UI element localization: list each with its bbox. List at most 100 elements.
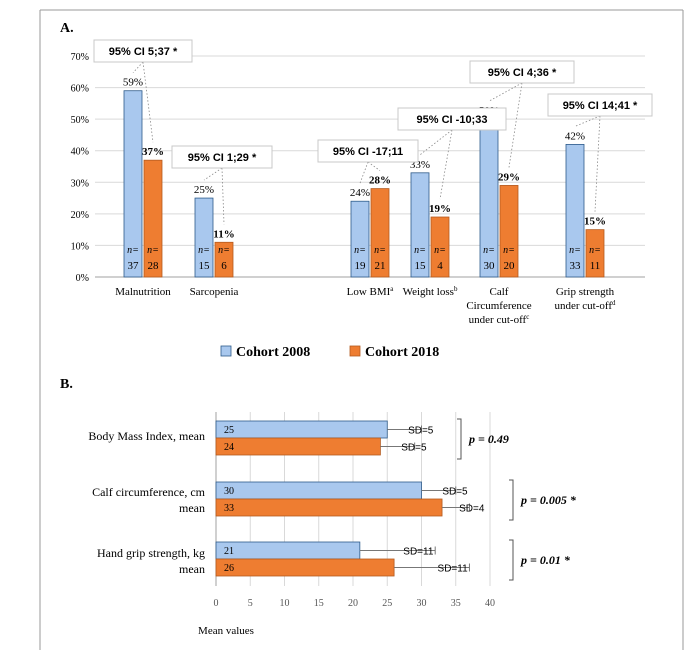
p-value-label: p = 0.005 * bbox=[520, 493, 577, 507]
hbar-cohort-2018 bbox=[215, 558, 395, 577]
n-prefix-label: n= bbox=[127, 245, 139, 256]
value-label-2008: 24% bbox=[350, 187, 370, 199]
n-count-label: 21 bbox=[375, 260, 386, 272]
y-tick-label: 60% bbox=[71, 84, 89, 95]
x-tick-label: 0 bbox=[214, 598, 219, 609]
legend-label-2018: Cohort 2018 bbox=[365, 345, 439, 360]
n-prefix-label: n= bbox=[569, 245, 581, 256]
ci-callout-text: 95% CI 5;37 * bbox=[109, 46, 178, 58]
category-label: Calf bbox=[490, 286, 509, 298]
p-value-label: p = 0.49 bbox=[468, 432, 509, 446]
n-prefix-label: n= bbox=[434, 245, 446, 256]
legend-label-2008: Cohort 2008 bbox=[236, 345, 310, 360]
x-tick-label: 30 bbox=[417, 598, 427, 609]
legend-swatch-2008 bbox=[220, 345, 232, 357]
bar-cohort-2018 bbox=[214, 241, 234, 278]
x-tick-label: 40 bbox=[485, 598, 495, 609]
ci-leader-line bbox=[359, 161, 369, 184]
ci-leader-line bbox=[488, 82, 523, 102]
x-tick-label: 15 bbox=[314, 598, 324, 609]
bar-cohort-2008 bbox=[123, 90, 143, 278]
category-superscript: d bbox=[612, 299, 616, 307]
bar-cohort-2008 bbox=[410, 172, 430, 278]
ci-callout-box bbox=[469, 60, 575, 84]
y-tick-label: 70% bbox=[71, 52, 89, 63]
n-count-label: 15 bbox=[415, 260, 427, 272]
n-count-label: 19 bbox=[355, 260, 367, 272]
p-value-bracket bbox=[457, 418, 462, 460]
x-axis-label: Mean values bbox=[198, 625, 254, 637]
value-label-2018: 28% bbox=[369, 175, 391, 187]
bar-cohort-2018 bbox=[143, 159, 163, 278]
ci-callout-box bbox=[317, 139, 419, 163]
p-value-bracket bbox=[509, 539, 514, 581]
y-tick-label: 0% bbox=[76, 273, 89, 284]
hbar-cohort-2008 bbox=[215, 481, 422, 500]
ci-callout-text: 95% CI 4;36 * bbox=[488, 67, 557, 79]
n-prefix-label: n= bbox=[218, 245, 230, 256]
ci-callout-box bbox=[171, 145, 273, 169]
hbar-cohort-2008 bbox=[215, 420, 388, 439]
panel-b-chart: 0 5 10 15 20 25 30 35 40 Mean values Body Mass Ind… bbox=[88, 412, 577, 637]
ci-leader-line bbox=[367, 161, 381, 171]
category-label: mean bbox=[179, 562, 205, 576]
category-label: Body Mass Index, mean bbox=[88, 429, 205, 443]
bar-cohort-2018 bbox=[430, 216, 450, 278]
y-tick-label: 20% bbox=[71, 210, 89, 221]
n-prefix-label: n= bbox=[147, 245, 159, 256]
category-label: Circumference bbox=[466, 300, 531, 312]
hbar-value-label: 33 bbox=[224, 503, 234, 514]
ci-callout-text: 95% CI 14;41 * bbox=[563, 100, 638, 112]
ci-leader-line bbox=[142, 61, 154, 143]
hbar-value-label: 24 bbox=[224, 442, 234, 453]
sd-label: SD=5 bbox=[442, 487, 468, 498]
value-label-2018: 15% bbox=[584, 216, 606, 228]
ci-callout-text: 95% CI 1;29 * bbox=[188, 152, 257, 164]
n-count-label: 15 bbox=[199, 260, 211, 272]
bar-cohort-2008 bbox=[565, 143, 585, 278]
hbar-value-label: 30 bbox=[224, 486, 234, 497]
value-label-2018: 11% bbox=[213, 228, 234, 240]
n-prefix-label: n= bbox=[198, 245, 210, 256]
ci-callout-box bbox=[93, 39, 193, 63]
ci-leader-line bbox=[439, 129, 453, 200]
x-tick-label: 35 bbox=[451, 598, 461, 609]
n-count-label: 6 bbox=[221, 260, 227, 272]
value-label-2018: 29% bbox=[498, 171, 520, 183]
ci-callout-box bbox=[397, 107, 507, 131]
category-label: Hand grip strength, kg bbox=[97, 546, 205, 560]
value-label-2008: 59% bbox=[123, 77, 143, 89]
category-label: Malnutrition bbox=[115, 286, 171, 298]
n-count-label: 20 bbox=[504, 260, 516, 272]
ci-callout-text: 95% CI -10;33 bbox=[417, 114, 488, 126]
panel-b-label: B. bbox=[60, 377, 73, 392]
value-label-2018: 19% bbox=[429, 203, 451, 215]
category-superscript: b bbox=[454, 285, 458, 293]
ci-leader-line bbox=[508, 82, 523, 168]
hbar-value-label: 21 bbox=[224, 546, 234, 557]
bar-cohort-2018 bbox=[585, 229, 605, 278]
category-label: Low BMIa bbox=[347, 285, 395, 298]
sd-label: SD=11 bbox=[438, 564, 469, 575]
value-label-2008: 42% bbox=[565, 130, 585, 142]
n-prefix-label: n= bbox=[503, 245, 515, 256]
category-label: Sarcopenia bbox=[190, 286, 239, 298]
ci-leader-line bbox=[574, 115, 601, 127]
category-label: Calf circumference, cm bbox=[92, 485, 206, 499]
y-tick-label: 40% bbox=[71, 147, 89, 158]
bar-cohort-2018 bbox=[499, 185, 519, 278]
y-tick-label: 30% bbox=[71, 178, 89, 189]
n-count-label: 30 bbox=[484, 260, 496, 272]
x-tick-label: 5 bbox=[248, 598, 253, 609]
hbar-value-label: 25 bbox=[224, 425, 234, 436]
x-tick-label: 25 bbox=[382, 598, 392, 609]
ci-leader-line bbox=[594, 115, 601, 212]
bar-cohort-2008 bbox=[194, 197, 214, 278]
n-count-label: 4 bbox=[437, 260, 443, 272]
hbar-cohort-2018 bbox=[215, 437, 381, 456]
n-count-label: 37 bbox=[128, 260, 140, 272]
n-prefix-label: n= bbox=[483, 245, 495, 256]
category-superscript: a bbox=[390, 285, 394, 293]
